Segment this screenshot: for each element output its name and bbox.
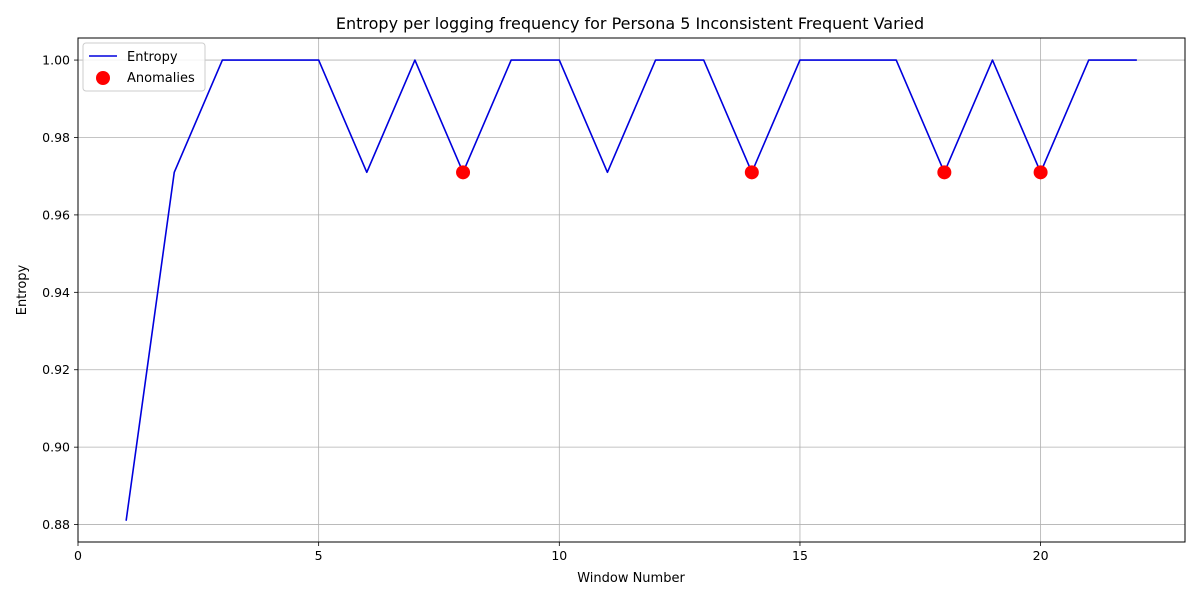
legend-entropy-label: Entropy (127, 50, 178, 65)
x-tick-label: 15 (792, 548, 808, 563)
grid-lines (77, 38, 1185, 542)
series-layer (125, 59, 1137, 521)
axis-ticks: 0 5 10 15 20 0.88 0.90 0.92 0.94 0.96 0.98 1.00 (42, 53, 1048, 563)
y-tick-label: 0.94 (42, 285, 70, 300)
legend-anomalies-swatch (96, 71, 110, 85)
x-tick-label: 20 (1033, 548, 1049, 563)
y-tick-label: 0.92 (42, 362, 70, 377)
anomaly-point (937, 165, 952, 180)
anomaly-point (456, 165, 471, 180)
y-tick-label: 0.96 (42, 207, 70, 222)
y-tick-label: 0.90 (42, 440, 70, 455)
legend-box (82, 42, 206, 92)
y-tick-label: 1.00 (42, 53, 70, 68)
y-axis-label: Entropy (15, 264, 30, 315)
x-axis-label: Window Number (577, 571, 685, 586)
legend-anomalies-label: Anomalies (127, 71, 195, 86)
y-tick-label: 0.88 (42, 517, 70, 532)
series-line-entropy (125, 59, 1137, 521)
legend: Entropy Anomalies (82, 42, 206, 92)
x-tick-label: 0 (74, 548, 82, 563)
y-tick-label: 0.98 (42, 130, 70, 145)
anomaly-point (1033, 165, 1048, 180)
plot-frame (77, 37, 1186, 543)
x-tick-label: 10 (551, 548, 567, 563)
x-tick-label: 5 (315, 548, 323, 563)
chart-title: Entropy per logging frequency for Person… (336, 14, 924, 33)
anomaly-point (744, 165, 759, 180)
